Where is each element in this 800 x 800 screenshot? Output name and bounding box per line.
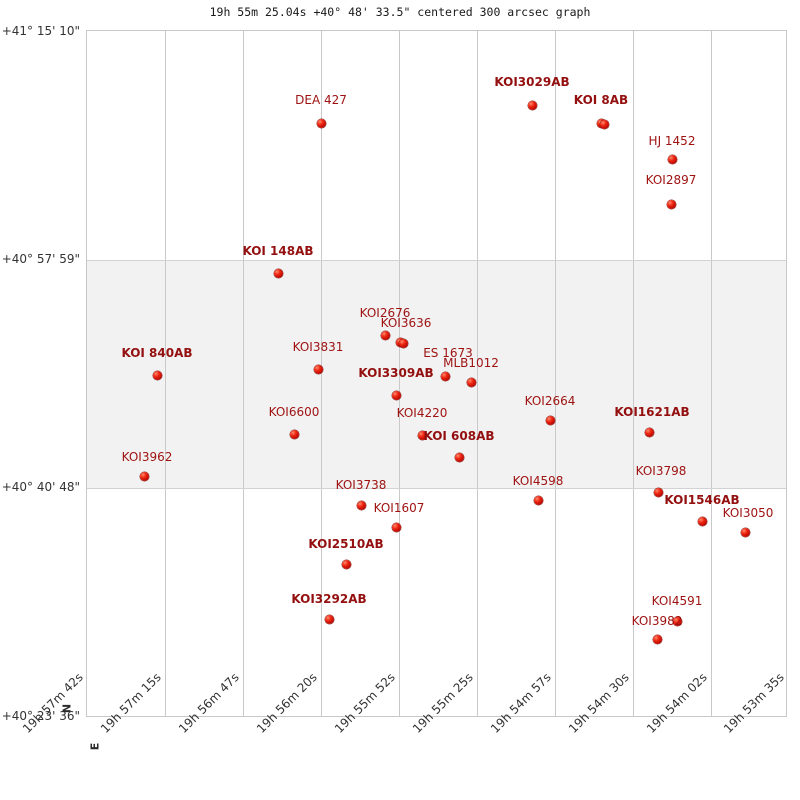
- gridline-vertical: [711, 31, 712, 716]
- star-marker[interactable]: [533, 495, 543, 505]
- star-marker[interactable]: [391, 390, 401, 400]
- star-label: KOI3831: [292, 340, 344, 354]
- star-label: KOI3309AB: [358, 366, 434, 380]
- star-label: ES 1673: [423, 346, 473, 360]
- star-label: KOI1546AB: [664, 493, 740, 507]
- star-marker[interactable]: [740, 527, 750, 537]
- star-marker[interactable]: [666, 199, 676, 209]
- shaded-declination-band: [87, 260, 786, 488]
- star-label: KOI1607: [373, 501, 425, 515]
- star-marker[interactable]: [417, 430, 427, 440]
- star-label: KOI2664: [524, 394, 576, 408]
- star-label: KOI1621AB: [614, 405, 690, 419]
- page-title: 19h 55m 25.04s +40° 48' 33.5" centered 3…: [209, 5, 591, 19]
- star-marker[interactable]: [653, 487, 663, 497]
- star-label: KOI3050: [722, 506, 774, 520]
- star-marker[interactable]: [391, 522, 401, 532]
- star-label: MLB1012: [443, 356, 499, 370]
- star-marker[interactable]: [454, 452, 464, 462]
- star-marker[interactable]: [316, 118, 326, 128]
- star-label: KOI3798: [635, 464, 687, 478]
- east-compass-label: E: [88, 742, 102, 751]
- star-label: KOI6600: [268, 405, 320, 419]
- star-label: KOI4591: [651, 594, 703, 608]
- star-marker[interactable]: [273, 268, 283, 278]
- star-marker[interactable]: [652, 634, 662, 644]
- star-label: KOI3292AB: [291, 592, 367, 606]
- star-label: KOI4598: [512, 474, 564, 488]
- y-axis-tick-label: +40° 40' 48": [1, 480, 80, 494]
- star-label: KOI2897: [645, 173, 697, 187]
- gridline-vertical: [243, 31, 244, 716]
- star-marker-companion[interactable]: [398, 338, 408, 348]
- y-axis-tick-label: +41° 15' 10": [1, 24, 80, 38]
- star-marker[interactable]: [289, 429, 299, 439]
- star-marker[interactable]: [341, 559, 351, 569]
- star-marker[interactable]: [644, 427, 654, 437]
- star-marker[interactable]: [440, 371, 450, 381]
- star-label: KOI 840AB: [121, 346, 193, 360]
- star-marker[interactable]: [697, 516, 707, 526]
- gridline-horizontal: [87, 260, 786, 261]
- star-label: KOI 608AB: [423, 429, 495, 443]
- gridline-horizontal: [87, 488, 786, 489]
- x-axis-tick-label: 19h 57m 42s: [20, 670, 86, 736]
- star-marker[interactable]: [380, 330, 390, 340]
- star-label: HJ 1452: [648, 134, 696, 148]
- gridline-vertical: [321, 31, 322, 716]
- north-compass-label: N: [60, 703, 74, 714]
- gridline-vertical: [555, 31, 556, 716]
- gridline-vertical: [399, 31, 400, 716]
- star-marker[interactable]: [672, 616, 682, 626]
- star-marker[interactable]: [527, 100, 537, 110]
- star-label: KOI3982: [631, 614, 683, 628]
- star-label: KOI 8AB: [573, 93, 629, 107]
- y-axis-tick-label: +40° 23' 36": [1, 709, 80, 723]
- star-marker[interactable]: [466, 377, 476, 387]
- gridline-vertical: [477, 31, 478, 716]
- star-marker[interactable]: [152, 370, 162, 380]
- star-label: KOI 148AB: [242, 244, 314, 258]
- gridline-vertical: [165, 31, 166, 716]
- gridline-vertical: [633, 31, 634, 716]
- star-label: KOI3029AB: [494, 75, 570, 89]
- star-label: KOI2510AB: [308, 537, 384, 551]
- star-label: KOI2676: [359, 306, 411, 320]
- plot-area[interactable]: DEA 427 KOI3029AB KOI 8AB HJ 1452 KOI2897 KOI…: [86, 30, 787, 717]
- star-marker[interactable]: [545, 415, 555, 425]
- star-marker-companion[interactable]: [599, 119, 609, 129]
- star-marker[interactable]: [139, 471, 149, 481]
- star-marker[interactable]: [324, 614, 334, 624]
- star-label: KOI3636: [380, 316, 432, 330]
- star-label: KOI3738: [335, 478, 387, 492]
- star-label: DEA 427: [295, 93, 347, 107]
- star-marker[interactable]: [667, 154, 677, 164]
- star-marker[interactable]: [313, 364, 323, 374]
- star-label: KOI4220: [396, 406, 448, 420]
- star-marker[interactable]: [356, 500, 366, 510]
- star-label: KOI3962: [121, 450, 173, 464]
- y-axis-tick-label: +40° 57' 59": [1, 252, 80, 266]
